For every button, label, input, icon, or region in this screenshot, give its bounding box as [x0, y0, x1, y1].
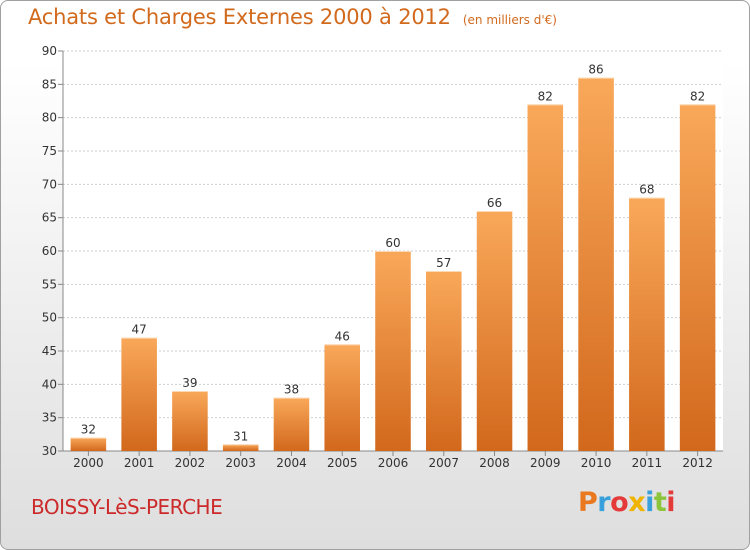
x-tick-label: 2007 — [428, 456, 459, 470]
y-tick-label: 70 — [42, 177, 57, 191]
brand-letter: t — [653, 487, 667, 518]
x-tick-label: 2006 — [378, 456, 409, 470]
x-tick-label: 2011 — [632, 456, 663, 470]
labels: 30 35 40 45 50 55 60 65 70 75 80 85 90 32 2000 47 2001 39… — [42, 44, 713, 470]
bar-value-label: 32 — [81, 423, 96, 437]
x-tick-label: 2002 — [175, 456, 206, 470]
y-tick-label: 55 — [42, 277, 57, 291]
bar — [527, 104, 564, 451]
bar — [121, 337, 157, 451]
bar — [375, 251, 411, 451]
bar — [476, 211, 513, 451]
chart-title-text: Achats et Charges Externes 2000 à 2012 — [28, 5, 451, 29]
bar-value-label: 47 — [132, 323, 147, 337]
y-tick-label: 30 — [42, 444, 57, 458]
x-tick-label: 2004 — [276, 456, 307, 470]
x-tick-label: 2000 — [73, 456, 104, 470]
y-tick-label: 50 — [42, 311, 57, 325]
x-tick-label: 2005 — [327, 456, 358, 470]
bar — [578, 77, 614, 452]
chart-subtitle: (en milliers d'€) — [462, 13, 557, 27]
y-tick-label: 45 — [42, 344, 57, 358]
brand-letter: x — [628, 487, 646, 518]
bar — [273, 397, 310, 451]
commune-name: BOISSY-LèS-PERCHE — [31, 495, 223, 519]
y-tick-label: 80 — [42, 111, 57, 125]
bar-value-label: 57 — [436, 256, 451, 270]
bar — [679, 104, 716, 451]
x-tick-label: 2001 — [124, 456, 155, 470]
bar-value-label: 82 — [690, 89, 705, 103]
y-tick-label: 60 — [42, 244, 57, 258]
bar — [629, 197, 665, 451]
x-tick-label: 2003 — [225, 456, 256, 470]
x-tick-label: 2008 — [479, 456, 510, 470]
x-tick-label: 2010 — [581, 456, 612, 470]
brand-letter: i — [666, 487, 676, 518]
y-tick-label: 90 — [42, 44, 57, 58]
bar-value-label: 46 — [335, 329, 350, 343]
bar-value-label: 39 — [182, 376, 197, 390]
bar — [70, 437, 107, 451]
bar — [426, 271, 462, 451]
bar-value-label: 60 — [385, 236, 400, 250]
brand-letter: o — [610, 487, 629, 518]
y-tick-label: 40 — [42, 377, 57, 391]
bar-value-label: 38 — [284, 383, 299, 397]
y-tick-label: 35 — [42, 411, 57, 425]
y-tick-label: 75 — [42, 144, 57, 158]
chart-title: Achats et Charges Externes 2000 à 2012 (e… — [28, 5, 557, 29]
bar — [172, 391, 208, 451]
bar-value-label: 66 — [487, 196, 502, 210]
y-tick-label: 85 — [42, 77, 57, 91]
brand-letter: P — [578, 487, 598, 518]
x-tick-label: 2009 — [530, 456, 561, 470]
bar-value-label: 68 — [639, 183, 654, 197]
bar — [324, 344, 360, 451]
brand-logo[interactable]: Proxiti — [578, 487, 676, 518]
brand-letter: r — [597, 487, 611, 518]
bar-value-label: 31 — [233, 429, 248, 443]
brand-letter: i — [645, 487, 654, 518]
bars — [70, 77, 716, 452]
y-tick-label: 65 — [42, 211, 57, 225]
bar — [222, 444, 259, 451]
bar-value-label: 86 — [588, 63, 603, 77]
x-tick-label: 2012 — [682, 456, 713, 470]
bar-value-label: 82 — [538, 89, 553, 103]
